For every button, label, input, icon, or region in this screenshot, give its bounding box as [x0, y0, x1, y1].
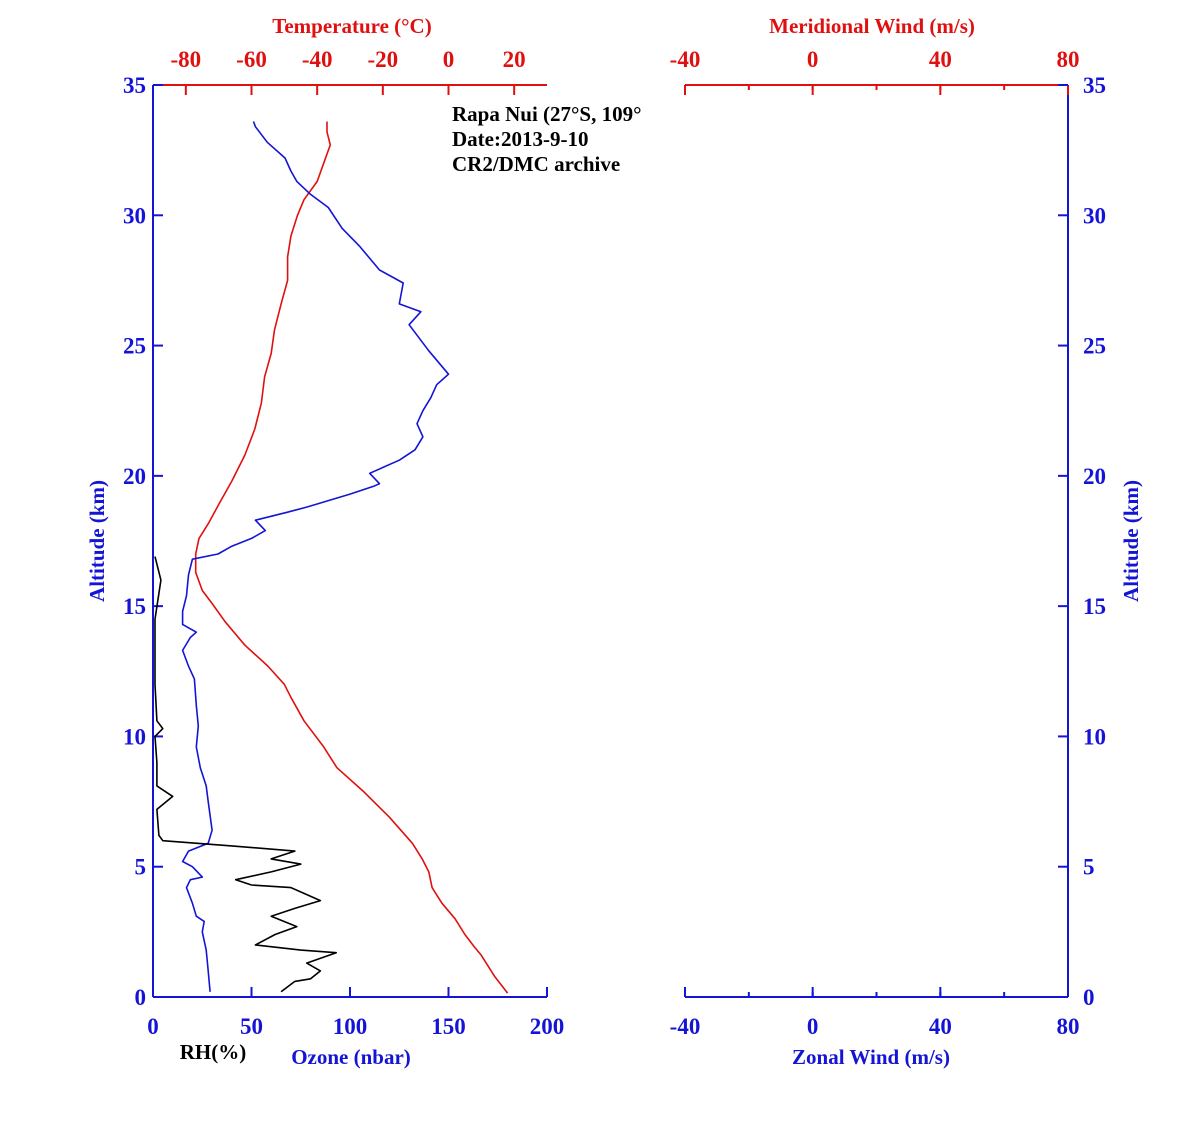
- ozone-axis-label: Ozone (nbar): [291, 1045, 411, 1069]
- left-y-tick-label: 20: [123, 464, 146, 489]
- series-temperature-line: [194, 121, 509, 994]
- left-y-tick-label: 35: [123, 73, 146, 98]
- left-bottom-tick-label: 100: [333, 1014, 368, 1039]
- left-top-tick-label: -20: [367, 47, 398, 72]
- left-altitude-axis-label: Altitude (km): [85, 480, 109, 602]
- right-top-tick-label: -40: [670, 47, 701, 72]
- right-y-tick-label: 10: [1083, 724, 1106, 749]
- right-y-tick-label: 25: [1083, 334, 1106, 359]
- left-y-tick-label: 30: [123, 203, 146, 228]
- rh-axis-label: RH(%): [180, 1040, 247, 1064]
- right-top-tick-label: 80: [1057, 47, 1080, 72]
- right-top-tick-label: 0: [807, 47, 819, 72]
- zonal-wind-axis-label: Zonal Wind (m/s): [792, 1045, 950, 1069]
- date-annotation: Date:2013-9-10: [452, 127, 588, 151]
- right-bottom-tick-label: 40: [929, 1014, 952, 1039]
- temperature-axis-label: Temperature (°C): [272, 14, 431, 38]
- right-y-tick-label: 5: [1083, 855, 1095, 880]
- right-y-tick-label: 20: [1083, 464, 1106, 489]
- right-y-tick-label: 15: [1083, 594, 1106, 619]
- right-bottom-tick-label: -40: [670, 1014, 701, 1039]
- left-y-tick-label: 0: [135, 985, 147, 1010]
- left-y-tick-label: 10: [123, 724, 146, 749]
- series-rh-line: [154, 556, 338, 993]
- left-top-tick-label: -80: [170, 47, 201, 72]
- right-altitude-axis-label: Altitude (km): [1119, 480, 1143, 602]
- left-panel: 0 50 100 150 200-80 -60 -40 -20 0 200510152025303…: [123, 47, 564, 1039]
- left-y-tick-label: 5: [135, 855, 147, 880]
- meridional-wind-axis-label: Meridional Wind (m/s): [769, 14, 975, 38]
- right-bottom-tick-label: 0: [807, 1014, 819, 1039]
- right-bottom-tick-label: 80: [1057, 1014, 1080, 1039]
- station-annotation: Rapa Nui (27°S, 109°: [452, 102, 642, 126]
- right-top-tick-label: 40: [929, 47, 952, 72]
- left-bottom-tick-label: 200: [530, 1014, 565, 1039]
- left-top-tick-label: -60: [236, 47, 267, 72]
- left-top-tick-label: -40: [302, 47, 333, 72]
- left-y-tick-label: 15: [123, 594, 146, 619]
- left-bottom-tick-label: 150: [431, 1014, 466, 1039]
- left-top-tick-label: 20: [503, 47, 526, 72]
- series-ozone-line: [181, 121, 450, 992]
- right-y-tick-label: 35: [1083, 73, 1106, 98]
- left-y-tick-label: 25: [123, 334, 146, 359]
- left-bottom-tick-label: 0: [147, 1014, 159, 1039]
- archive-annotation: CR2/DMC archive: [452, 152, 620, 176]
- right-y-tick-label: 0: [1083, 985, 1095, 1010]
- right-y-tick-label: 30: [1083, 203, 1106, 228]
- left-bottom-tick-label: 50: [240, 1014, 263, 1039]
- left-top-tick-label: 0: [443, 47, 455, 72]
